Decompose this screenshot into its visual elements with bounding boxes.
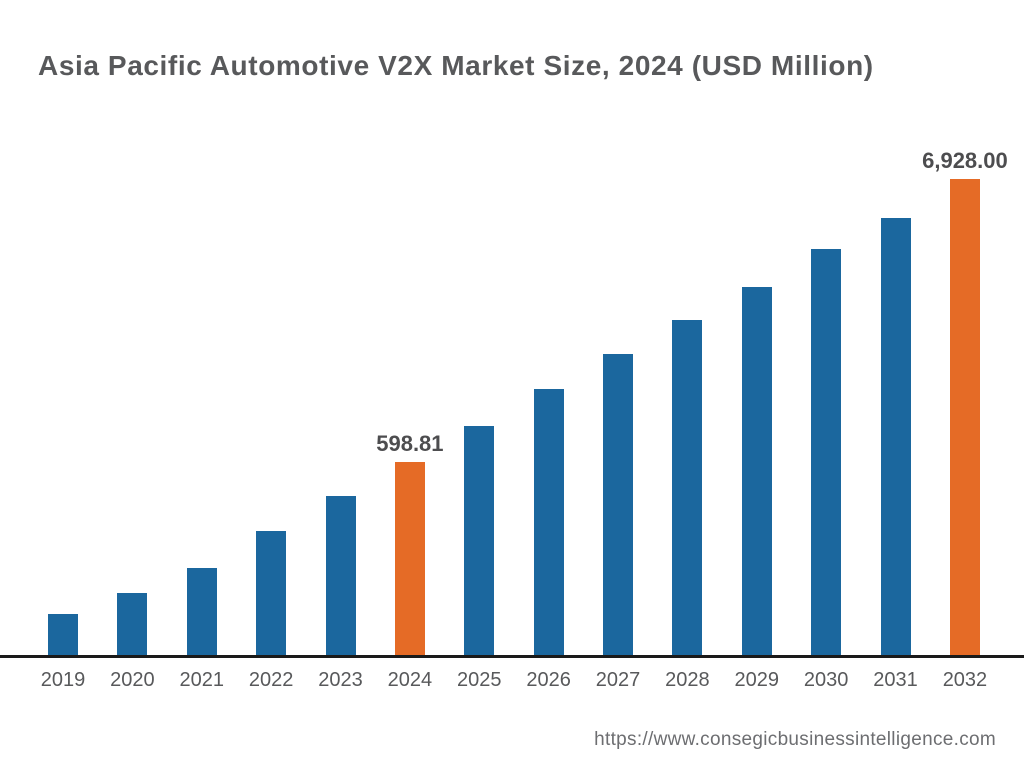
chart-title: Asia Pacific Automotive V2X Market Size,… [38, 50, 874, 81]
x-tick-label-2030: 2030 [803, 669, 849, 691]
x-tick-label-2025: 2025 [457, 669, 502, 691]
bar-2025 [464, 426, 495, 656]
bar-2020 [117, 593, 148, 656]
x-tick-label-2024: 2024 [387, 669, 433, 691]
x-tick-label-2022: 2022 [248, 669, 294, 691]
source-url: https://www.consegicbusinessintelligence… [594, 729, 996, 750]
x-tick-label-2026: 2026 [526, 669, 571, 691]
bar-2022 [256, 531, 287, 656]
x-tick-label-2020: 2020 [110, 669, 155, 691]
x-tick-label-2023: 2023 [318, 669, 363, 691]
bar-2019 [48, 614, 78, 656]
bar-value-label-2032: 6,928.00 [922, 148, 1008, 173]
x-tick-label-2028: 2028 [665, 669, 710, 691]
x-tick-label-2019: 2019 [40, 669, 86, 691]
bar-2030 [811, 249, 842, 656]
bar-2024 [394, 462, 425, 656]
bar-2027 [603, 354, 634, 656]
bar-2031 [880, 218, 911, 656]
bar-2028 [672, 320, 703, 656]
x-tick-label-2021: 2021 [179, 669, 225, 691]
x-tick-label-2027: 2027 [595, 669, 641, 691]
bar-value-label-2024: 598.81 [376, 431, 444, 456]
x-tick-label-2029: 2029 [734, 669, 780, 691]
bar-2029 [741, 287, 772, 656]
x-tick-label-2032: 2032 [942, 669, 988, 691]
bar-2021 [186, 568, 217, 656]
bar-2032 [949, 179, 980, 656]
bar-2023 [325, 496, 356, 656]
bar-2026 [533, 389, 564, 656]
x-tick-label-2031: 2031 [873, 669, 918, 691]
x-axis-line [0, 655, 1024, 658]
